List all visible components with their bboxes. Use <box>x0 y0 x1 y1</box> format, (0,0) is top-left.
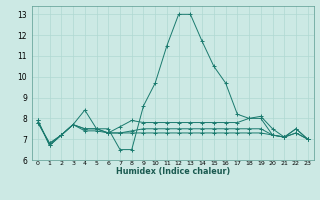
X-axis label: Humidex (Indice chaleur): Humidex (Indice chaleur) <box>116 167 230 176</box>
